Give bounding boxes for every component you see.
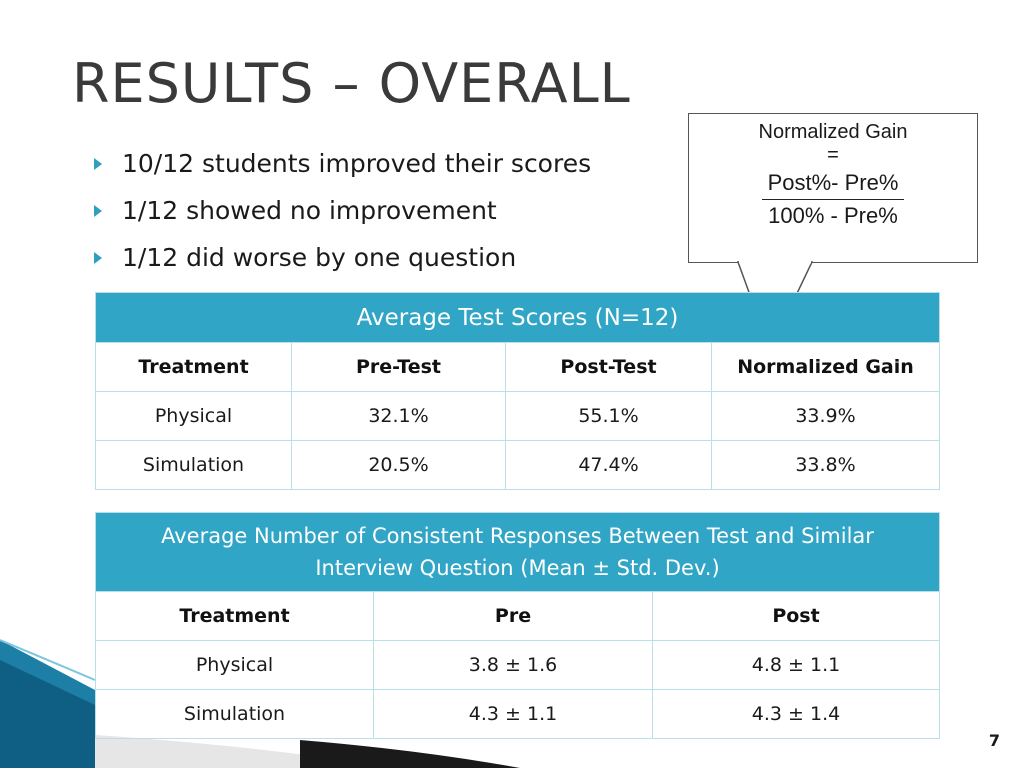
table-row: Physical 3.8 ± 1.6 4.8 ± 1.1: [95, 640, 940, 690]
column-header: Post: [652, 591, 940, 641]
bullet-arrow-icon: [94, 205, 102, 217]
table-cell: 55.1%: [505, 391, 712, 441]
column-header: Normalized Gain: [711, 342, 940, 392]
formula-equals: =: [827, 144, 839, 166]
column-header: Pre: [373, 591, 653, 641]
table-cell: 3.8 ± 1.6: [373, 640, 653, 690]
page-title: RESULTS – OVERALL: [72, 52, 631, 115]
table-title-line: Average Number of Consistent Responses B…: [161, 524, 874, 548]
bullet-list: 10/12 students improved their scores 1/1…: [92, 140, 591, 281]
table-cell: 47.4%: [505, 440, 712, 490]
column-header: Post-Test: [505, 342, 712, 392]
table-title-line: Interview Question (Mean ± Std. Dev.): [315, 556, 720, 580]
page-number: 7: [988, 731, 1000, 750]
table-cell: Simulation: [95, 689, 374, 739]
column-header: Treatment: [95, 591, 374, 641]
bullet-arrow-icon: [94, 252, 102, 264]
column-header: Treatment: [95, 342, 292, 392]
table-title: Average Test Scores (N=12): [95, 292, 940, 343]
formula-callout: Normalized Gain = Post%- Pre% 100% - Pre…: [688, 113, 978, 263]
consistent-responses-table: Average Number of Consistent Responses B…: [95, 512, 940, 739]
table-row: Simulation 20.5% 47.4% 33.8%: [95, 440, 940, 490]
table-cell: 4.8 ± 1.1: [652, 640, 940, 690]
table-row: Simulation 4.3 ± 1.1 4.3 ± 1.4: [95, 689, 940, 739]
bullet-item: 1/12 showed no improvement: [92, 187, 591, 234]
formula-fraction: Post%- Pre% 100% - Pre%: [761, 170, 905, 229]
table-cell: 33.9%: [711, 391, 940, 441]
bullet-item: 1/12 did worse by one question: [92, 234, 591, 281]
table-cell: Physical: [95, 640, 374, 690]
table-cell: 4.3 ± 1.4: [652, 689, 940, 739]
column-header: Pre-Test: [291, 342, 506, 392]
table-cell: Physical: [95, 391, 292, 441]
table-row: Physical 32.1% 55.1% 33.9%: [95, 391, 940, 441]
formula-label: Normalized Gain: [758, 121, 908, 143]
table-cell: Simulation: [95, 440, 292, 490]
table-title: Average Number of Consistent Responses B…: [95, 512, 940, 592]
table-cell: 32.1%: [291, 391, 506, 441]
test-scores-table: Average Test Scores (N=12) Treatment Pre…: [95, 292, 940, 490]
bullet-arrow-icon: [94, 158, 102, 170]
table-cell: 33.8%: [711, 440, 940, 490]
formula-denominator: 100% - Pre%: [768, 203, 898, 228]
table-cell: 20.5%: [291, 440, 506, 490]
table-cell: 4.3 ± 1.1: [373, 689, 653, 739]
formula-numerator: Post%- Pre%: [761, 170, 905, 200]
bullet-item: 10/12 students improved their scores: [92, 140, 591, 187]
